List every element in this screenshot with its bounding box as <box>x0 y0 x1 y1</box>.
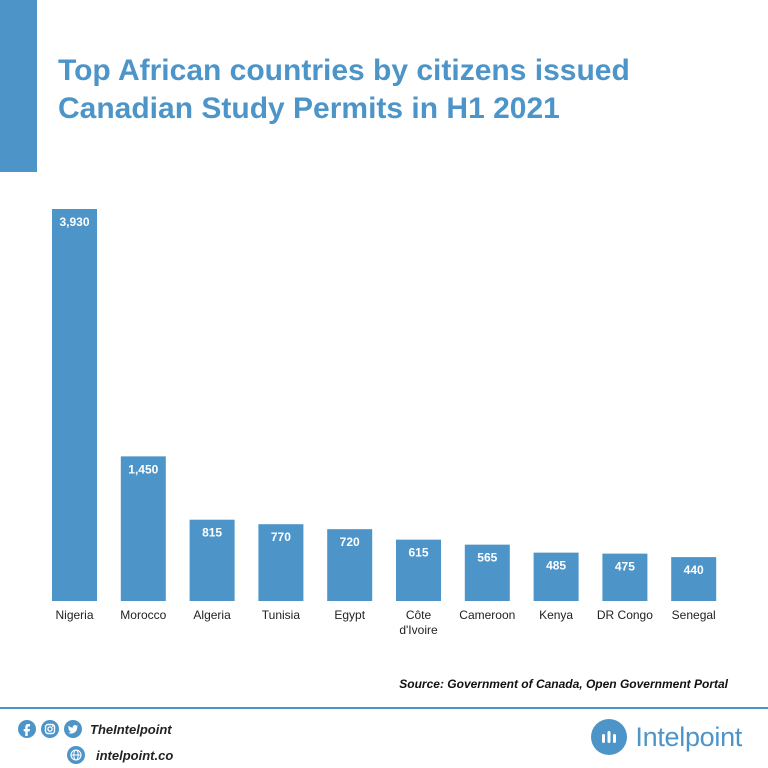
bar-senegal <box>671 557 717 601</box>
social-handle[interactable]: TheIntelpoint <box>90 721 172 737</box>
category-label: Nigeria <box>55 608 93 622</box>
category-label: DR Congo <box>597 608 653 622</box>
category-label: Morocco <box>120 608 166 622</box>
bar-tunisia <box>258 524 304 601</box>
bar-cameroon <box>464 544 510 601</box>
data-label: 770 <box>271 530 291 544</box>
data-label: 440 <box>684 563 704 577</box>
brand: Intelpoint <box>591 719 742 755</box>
category-label: Kenya <box>539 608 573 622</box>
source-note: Source: Government of Canada, Open Gover… <box>399 677 728 691</box>
bar-algeria <box>189 519 235 601</box>
data-label: 815 <box>202 526 222 540</box>
data-label: 565 <box>477 551 497 565</box>
intelpoint-logo-icon <box>591 719 628 755</box>
facebook-icon[interactable] <box>18 720 36 738</box>
bar-nigeria <box>52 209 97 601</box>
data-label: 720 <box>340 535 360 549</box>
bar-egypt <box>327 529 373 601</box>
bar-c-te-d-ivoire <box>396 539 441 601</box>
category-label: Senegal <box>672 608 716 622</box>
brand-name: Intelpoint <box>635 721 742 752</box>
bar-kenya <box>533 552 579 601</box>
instagram-icon[interactable] <box>41 720 59 738</box>
data-label: 475 <box>615 560 635 574</box>
category-label: Algeria <box>193 608 231 622</box>
category-label: Côte d'Ivoire <box>399 608 438 637</box>
category-label: Egypt <box>334 608 365 622</box>
footer-social: TheIntelpoint intelpoint.co <box>18 718 173 766</box>
chart-title: Top African countries by citizens issued… <box>58 54 630 125</box>
twitter-icon[interactable] <box>64 720 82 738</box>
bar-morocco <box>120 456 166 601</box>
data-label: 1,450 <box>128 462 158 476</box>
data-label: 485 <box>546 559 566 573</box>
category-label: Tunisia <box>262 608 301 622</box>
footer-divider <box>0 707 768 709</box>
data-label: 615 <box>408 546 428 560</box>
category-label: Cameroon <box>459 608 515 622</box>
globe-icon <box>67 746 85 764</box>
bar-dr-congo <box>602 553 648 601</box>
data-label: 3,930 <box>59 215 89 229</box>
website-link[interactable]: intelpoint.co <box>96 747 174 763</box>
accent-bar <box>0 0 37 172</box>
